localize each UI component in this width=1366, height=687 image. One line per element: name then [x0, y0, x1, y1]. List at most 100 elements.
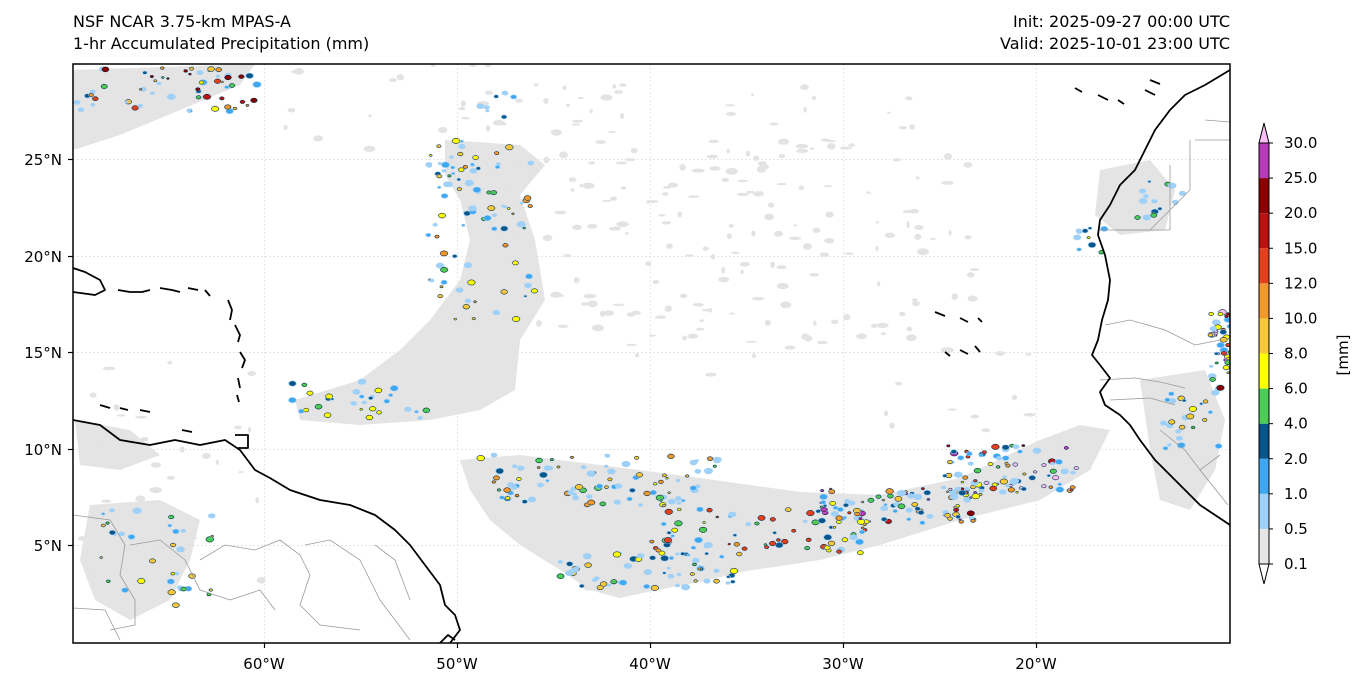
- precip-cell: [544, 465, 551, 471]
- precip-cell: [301, 382, 308, 387]
- precip-cell: [999, 478, 1008, 485]
- precip-cell: [365, 415, 373, 421]
- light-precip-fragment: [726, 233, 732, 240]
- light-precip-fragment: [78, 536, 87, 541]
- precip-cell: [604, 485, 609, 489]
- light-precip-fragment: [422, 29, 434, 36]
- colorbar-segment: [1259, 178, 1269, 214]
- precip-cell: [714, 569, 719, 573]
- precip-cell: [459, 144, 465, 149]
- light-precip-fragment: [725, 168, 738, 175]
- precip-cell: [464, 211, 471, 216]
- precip-cell: [426, 162, 432, 167]
- precip-cell: [859, 530, 865, 534]
- light-precip-fragment: [309, 58, 321, 64]
- light-precip-fragment: [602, 199, 612, 202]
- precip-cell: [390, 385, 398, 391]
- light-precip-fragment: [906, 221, 910, 229]
- light-precip-fragment: [647, 200, 659, 203]
- light-precip-fragment: [776, 282, 789, 290]
- light-precip-fragment: [579, 183, 583, 188]
- precip-cell: [491, 453, 497, 457]
- precip-cell: [726, 581, 730, 585]
- light-precip-fragment: [705, 372, 717, 377]
- precip-cell: [232, 106, 238, 111]
- precip-cell: [289, 381, 296, 386]
- light-precip-fragment: [652, 280, 660, 285]
- colorbar-tick-label: 12.0: [1284, 274, 1317, 292]
- precip-cell: [503, 205, 507, 208]
- light-precip-fragment: [646, 200, 650, 204]
- precip-cell: [549, 458, 554, 462]
- precip-cell: [999, 489, 1006, 494]
- precip-cell: [844, 499, 850, 503]
- light-precip-fragment: [844, 252, 854, 255]
- precip-cell: [1202, 418, 1208, 422]
- light-precip-fragment: [247, 426, 252, 433]
- precip-cell: [485, 106, 489, 109]
- precip-cell: [696, 507, 703, 512]
- precip-cell: [422, 407, 430, 413]
- precip-cell: [216, 75, 220, 78]
- precip-cell: [1214, 352, 1219, 355]
- light-precip-fragment: [508, 228, 521, 234]
- precip-cell: [188, 72, 192, 76]
- precip-cell: [649, 539, 655, 544]
- precip-cell: [769, 541, 776, 546]
- precip-cell: [978, 492, 983, 496]
- precip-cell: [831, 511, 838, 516]
- precip-cell: [440, 250, 448, 257]
- light-precip-fragment: [876, 322, 889, 328]
- light-precip-fragment: [624, 158, 636, 162]
- precip-cell: [180, 586, 187, 592]
- precip-cell: [224, 74, 232, 81]
- light-precip-fragment: [739, 261, 750, 267]
- precip-cell: [823, 504, 827, 507]
- precip-cell: [958, 518, 962, 521]
- precip-cell: [512, 464, 517, 468]
- light-precip-fragment: [116, 414, 126, 417]
- light-precip-fragment: [662, 191, 669, 196]
- light-precip-fragment: [543, 156, 550, 164]
- precip-cell: [511, 95, 517, 99]
- light-precip-fragment: [905, 334, 917, 342]
- precip-cell: [516, 477, 522, 481]
- precip-cell: [512, 260, 519, 266]
- light-precip-fragment: [777, 138, 790, 145]
- colorbar-tick-label: 2.0: [1284, 450, 1308, 468]
- light-precip-fragment: [89, 392, 97, 398]
- precip-cell: [465, 180, 474, 186]
- precip-cell: [671, 527, 679, 533]
- precip-cell: [729, 512, 736, 517]
- precip-cell: [948, 487, 953, 491]
- precip-cell: [644, 569, 652, 575]
- precip-cell: [729, 568, 738, 574]
- precip-cell: [951, 449, 957, 454]
- precip-cell: [667, 531, 671, 535]
- precip-cell: [138, 104, 143, 108]
- precip-cell: [575, 484, 583, 490]
- precip-cell: [1050, 462, 1055, 465]
- precip-cell: [1158, 207, 1162, 211]
- precip-cell: [137, 578, 146, 584]
- precip-cell: [125, 101, 128, 104]
- precip-cell: [1191, 425, 1196, 430]
- precip-area-central-plume: [295, 140, 545, 425]
- light-precip-fragment: [745, 150, 751, 157]
- precip-cell: [803, 520, 807, 523]
- precip-cell: [92, 96, 99, 101]
- precip-cell: [224, 104, 232, 110]
- light-precip-fragment: [702, 246, 709, 251]
- light-precip-fragment: [759, 164, 770, 170]
- colorbar: 0.1 0.5 1.0 2.0 4.0 6.0 8.0 10.0 12.0 15.0 20.0 25.…: [1258, 122, 1317, 585]
- precip-cell: [441, 280, 447, 285]
- light-precip-fragment: [905, 96, 913, 101]
- precip-cell: [849, 501, 855, 505]
- precip-cell: [1012, 462, 1018, 467]
- precip-cell: [168, 514, 175, 520]
- precip-cell: [208, 513, 215, 518]
- precip-cell: [685, 474, 690, 478]
- precip-cell: [969, 516, 974, 520]
- precip-cell: [1049, 468, 1057, 474]
- light-precip-fragment: [665, 243, 673, 249]
